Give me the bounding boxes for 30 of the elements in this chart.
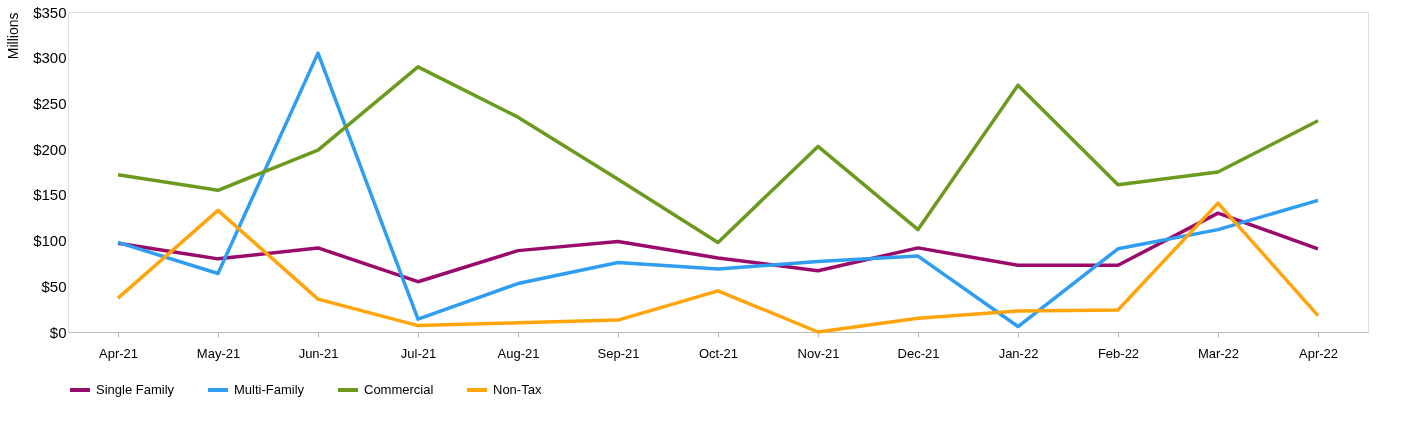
y-tick-label: $150 xyxy=(33,186,67,204)
line-series xyxy=(116,201,1320,334)
x-tick-label: Sep-21 xyxy=(597,345,640,361)
line-series xyxy=(116,211,1320,284)
y-axis-title: Millions xyxy=(4,12,21,60)
x-tick-label: Mar-22 xyxy=(1197,345,1240,361)
x-tick-label: Aug-21 xyxy=(497,345,540,361)
x-tick-label: Jun-21 xyxy=(298,345,339,361)
y-tick-label: $250 xyxy=(33,94,67,112)
x-tick-label: Oct-21 xyxy=(698,345,739,361)
y-tick-label: $0 xyxy=(49,323,67,341)
x-tick-label: May-21 xyxy=(196,345,241,361)
y-tick-label: $100 xyxy=(33,232,67,250)
legend-label: Commercial xyxy=(364,382,434,397)
legend-label: Multi-Family xyxy=(234,382,305,397)
y-tick-label: $50 xyxy=(41,277,67,295)
x-tick-label: Apr-22 xyxy=(1298,345,1339,361)
y-tick-label: $200 xyxy=(33,140,67,158)
x-tick-label: Dec-21 xyxy=(897,345,940,361)
y-tick-label: $300 xyxy=(33,49,67,67)
x-tick-label: Jul-21 xyxy=(400,345,437,361)
y-tick-label: $350 xyxy=(33,3,67,21)
x-tick-label: Apr-21 xyxy=(98,345,139,361)
x-tick-label: Feb-22 xyxy=(1097,345,1140,361)
x-tick-label: Jan-22 xyxy=(998,345,1039,361)
line-series xyxy=(116,65,1320,245)
line-series xyxy=(116,51,1320,329)
legend-label: Single Family xyxy=(96,382,175,397)
x-tick-label: Nov-21 xyxy=(797,345,840,361)
legend-label: Non-Tax xyxy=(493,382,542,397)
